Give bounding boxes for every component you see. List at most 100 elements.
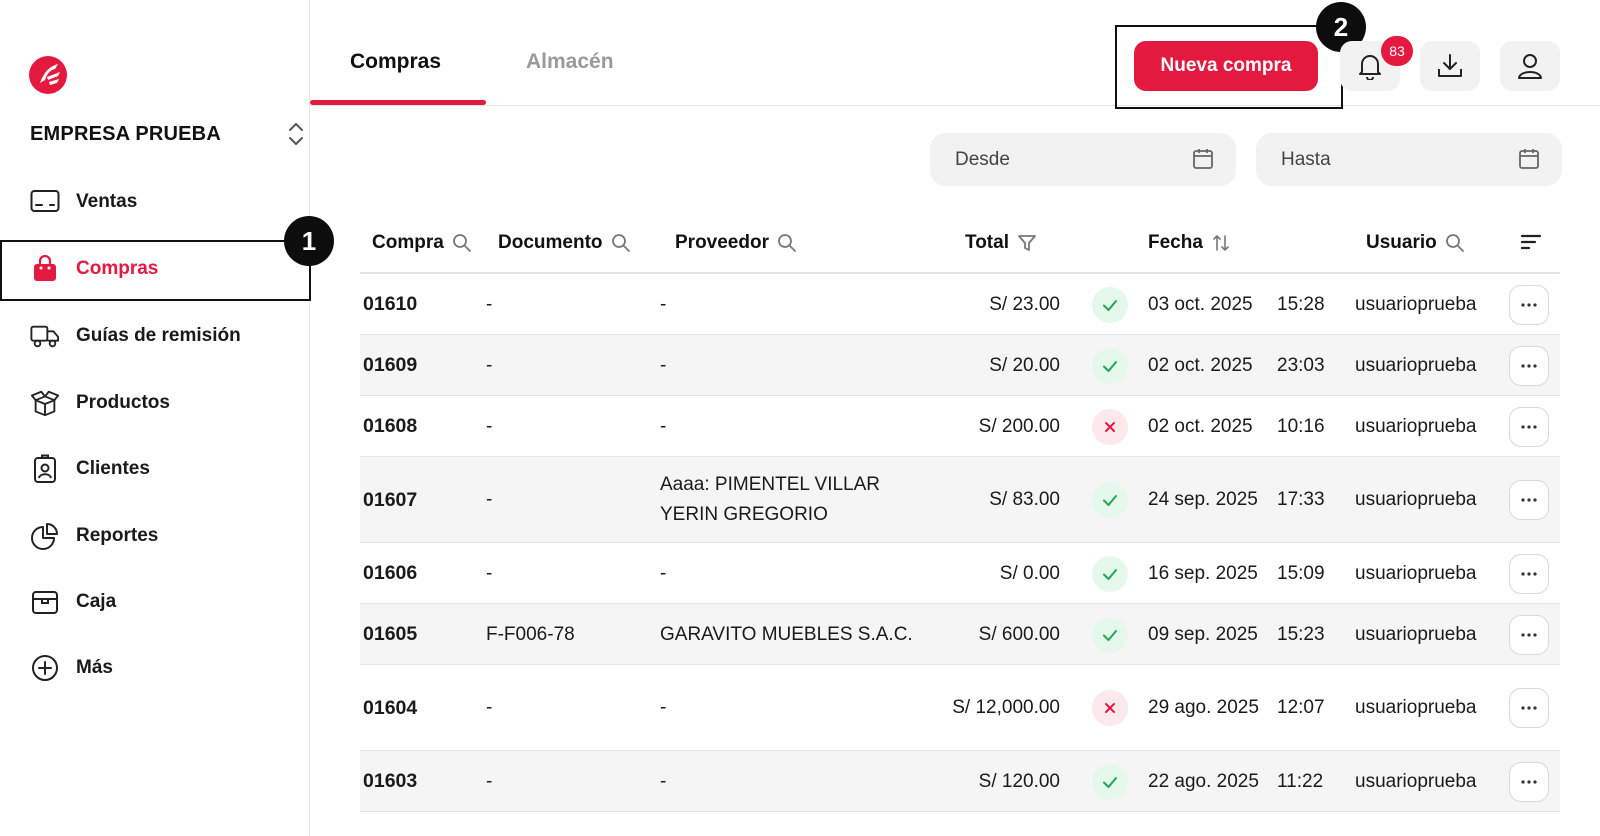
purchases-table: Compra Documento Proveedor Total Fecha U… xyxy=(360,214,1560,812)
notifications-count-badge: 83 xyxy=(1381,36,1413,66)
status-success-icon xyxy=(1092,286,1128,323)
cell-documento: F-F006-78 xyxy=(486,623,575,645)
cell-proveedor: - xyxy=(660,354,667,376)
status-success-icon xyxy=(1092,616,1128,653)
table-row[interactable]: 01604 - - S/ 12,000.00 29 ago. 2025 12:07 usua… xyxy=(360,665,1560,751)
column-label: Fecha xyxy=(1148,232,1203,253)
user-profile-button[interactable] xyxy=(1500,41,1560,91)
column-header-total: Total xyxy=(965,232,1037,254)
cell-hora: 11:22 xyxy=(1277,770,1324,792)
filter-icon[interactable] xyxy=(1017,233,1037,253)
company-switcher[interactable]: EMPRESA PRUEBA xyxy=(30,119,303,149)
cell-compra: 01604 xyxy=(363,696,418,719)
sidebar: EMPRESA PRUEBA Ventas Compras Guías de r… xyxy=(0,0,310,836)
tab-almacen[interactable]: Almacén xyxy=(526,50,614,73)
table-row[interactable]: 01609 - - S/ 20.00 02 oct. 2025 23:03 usuariop… xyxy=(360,335,1560,396)
sidebar-item-guias[interactable]: Guías de remisión xyxy=(0,306,310,366)
row-actions-button[interactable] xyxy=(1509,688,1549,728)
status-success-icon xyxy=(1092,555,1128,592)
cell-compra: 01603 xyxy=(363,770,418,792)
row-actions-button[interactable] xyxy=(1509,345,1549,386)
column-label: Compra xyxy=(372,232,444,253)
chevron-up-down-icon[interactable] xyxy=(284,121,308,147)
row-actions-button[interactable] xyxy=(1509,761,1549,802)
row-actions-button[interactable] xyxy=(1509,284,1549,325)
status-success-icon xyxy=(1092,482,1128,518)
cell-usuario: usuarioprueba xyxy=(1355,293,1477,315)
search-icon[interactable] xyxy=(452,233,472,253)
cell-compra: 01610 xyxy=(363,293,418,315)
table-row[interactable]: 01607 - Aaaa: PIMENTEL VILLAR YERIN GREGOR… xyxy=(360,457,1560,543)
row-actions-button[interactable] xyxy=(1509,614,1549,655)
cell-proveedor: - xyxy=(660,697,667,718)
date-from-placeholder: Desde xyxy=(955,148,1010,170)
more-horizontal-icon xyxy=(1521,706,1537,710)
more-horizontal-icon xyxy=(1521,632,1537,637)
sidebar-item-label: Guías de remisión xyxy=(76,325,241,346)
sidebar-item-label: Más xyxy=(76,657,113,678)
search-icon[interactable] xyxy=(1445,233,1465,253)
new-purchase-button[interactable]: Nueva compra xyxy=(1134,41,1318,91)
more-horizontal-icon xyxy=(1521,571,1537,576)
sidebar-item-productos[interactable]: Productos xyxy=(0,373,310,433)
active-tab-indicator xyxy=(310,100,486,105)
date-from-field[interactable]: Desde xyxy=(930,133,1236,186)
row-actions-button[interactable] xyxy=(1509,406,1549,447)
sort-icon[interactable] xyxy=(1211,233,1231,253)
more-horizontal-icon xyxy=(1521,424,1537,429)
cell-hora: 17:33 xyxy=(1277,489,1325,510)
user-icon xyxy=(1518,54,1542,79)
cell-proveedor: Aaaa: PIMENTEL VILLAR YERIN GREGORIO xyxy=(660,474,881,525)
more-horizontal-icon xyxy=(1521,302,1537,307)
column-label: Documento xyxy=(498,232,603,253)
cash-box-icon xyxy=(30,587,60,617)
calendar-icon xyxy=(1519,149,1539,169)
cell-hora: 15:09 xyxy=(1277,562,1325,584)
cell-documento: - xyxy=(486,770,493,792)
date-to-field[interactable]: Hasta xyxy=(1256,133,1562,186)
sidebar-item-clientes[interactable]: Clientes xyxy=(0,439,310,499)
cell-hora: 10:16 xyxy=(1277,415,1325,437)
tab-compras[interactable]: Compras xyxy=(350,50,442,73)
table-row[interactable]: 01605 F-F006-78 GARAVITO MUEBLES S.A.C. S/ … xyxy=(360,604,1560,665)
column-settings[interactable] xyxy=(1520,232,1542,252)
column-header-proveedor: Proveedor xyxy=(675,232,797,254)
column-header-compra: Compra xyxy=(372,232,472,254)
cell-compra: 01608 xyxy=(363,415,418,437)
row-actions-button[interactable] xyxy=(1509,480,1549,520)
download-icon xyxy=(1438,54,1462,77)
cell-usuario: usuarioprueba xyxy=(1355,562,1477,584)
cell-hora: 12:07 xyxy=(1277,697,1325,718)
table-row[interactable]: 01603 - - S/ 120.00 22 ago. 2025 11:22 usuario… xyxy=(360,751,1560,812)
status-failed-icon xyxy=(1092,408,1128,445)
table-row[interactable]: 01606 - - S/ 0.00 16 sep. 2025 15:09 usuariopr… xyxy=(360,543,1560,604)
cell-usuario: usuarioprueba xyxy=(1355,415,1477,437)
table-row[interactable]: 01610 - - S/ 23.00 03 oct. 2025 15:28 usuariop… xyxy=(360,274,1560,335)
table-row[interactable]: 01608 - - S/ 200.00 02 oct. 2025 10:16 usuario… xyxy=(360,396,1560,457)
sidebar-item-reportes[interactable]: Reportes xyxy=(0,506,310,566)
bell-icon xyxy=(1359,55,1381,80)
sidebar-item-mas[interactable]: Más xyxy=(0,638,310,698)
cell-compra: 01606 xyxy=(363,562,418,584)
sidebar-item-caja[interactable]: Caja xyxy=(0,572,310,632)
cell-proveedor: GARAVITO MUEBLES S.A.C. xyxy=(660,623,913,645)
cell-usuario: usuarioprueba xyxy=(1355,623,1477,645)
row-actions-button[interactable] xyxy=(1509,553,1549,594)
download-button[interactable] xyxy=(1420,41,1480,91)
column-header-fecha: Fecha xyxy=(1148,232,1231,254)
column-menu-icon[interactable] xyxy=(1520,232,1542,252)
terminal-icon xyxy=(30,187,60,217)
cell-hora: 15:23 xyxy=(1277,623,1325,645)
status-failed-icon xyxy=(1092,690,1128,726)
column-header-documento: Documento xyxy=(498,232,631,254)
sidebar-item-label: Clientes xyxy=(76,458,150,479)
cell-usuario: usuarioprueba xyxy=(1355,489,1477,510)
sidebar-item-compras[interactable]: Compras xyxy=(0,239,310,299)
cell-fecha: 03 oct. 2025 xyxy=(1148,293,1253,315)
column-header-usuario: Usuario xyxy=(1366,232,1465,254)
sidebar-item-ventas[interactable]: Ventas xyxy=(0,172,310,232)
search-icon[interactable] xyxy=(777,233,797,253)
cell-documento: - xyxy=(486,489,493,510)
cell-documento: - xyxy=(486,697,493,718)
search-icon[interactable] xyxy=(611,233,631,253)
